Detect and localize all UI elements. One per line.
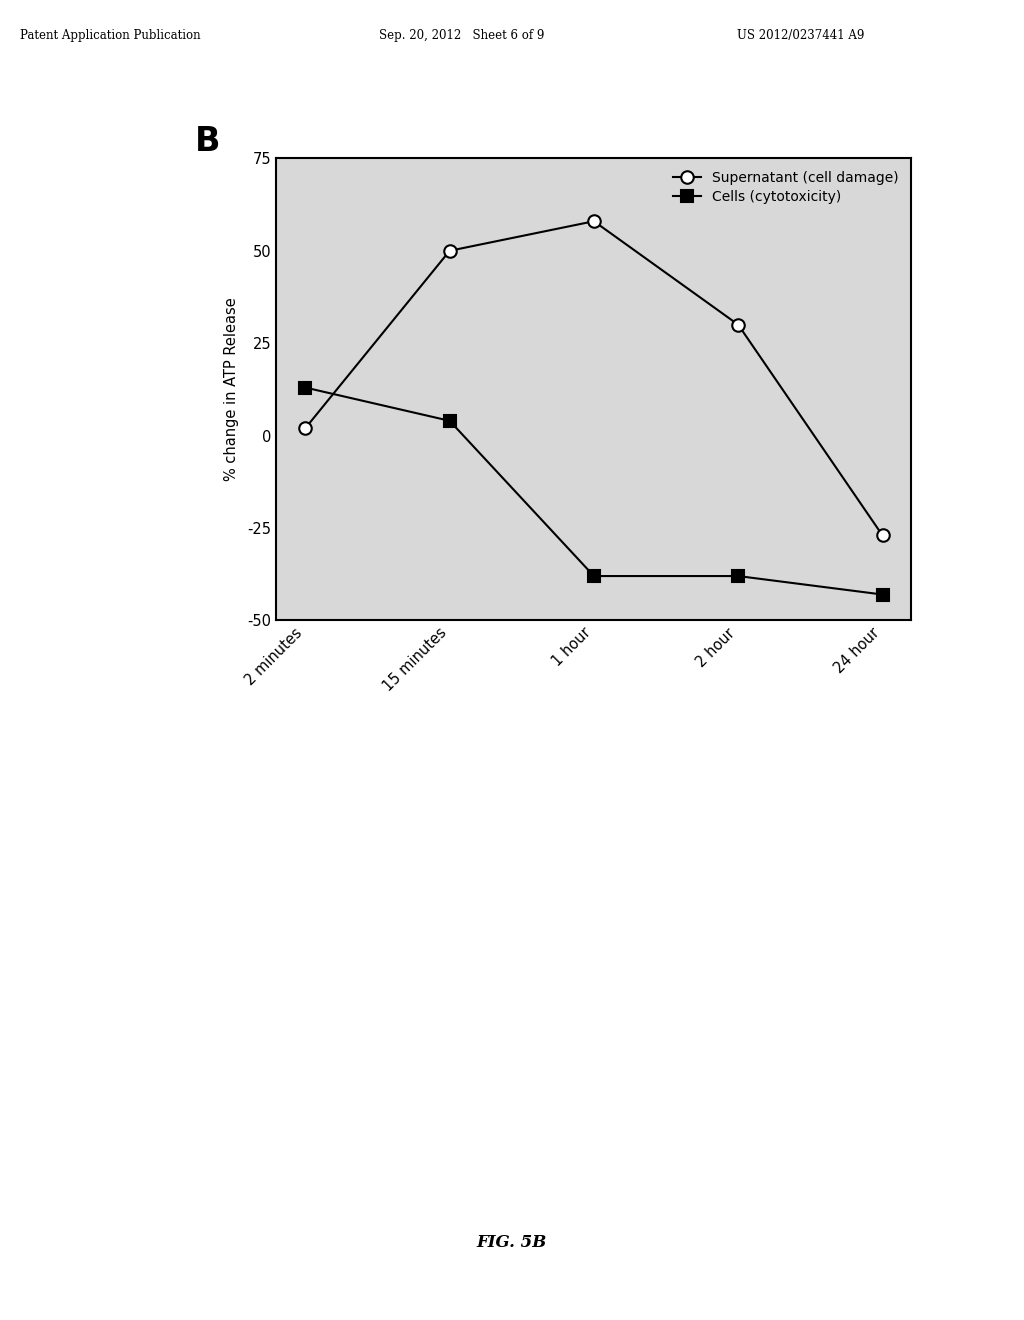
Cells (cytotoxicity) [877, 586, 889, 602]
Cells (cytotoxicity) [299, 380, 311, 396]
Cells (cytotoxicity) [732, 568, 744, 583]
Line: Cells (cytotoxicity): Cells (cytotoxicity) [300, 381, 888, 601]
Supernatant (cell damage) [732, 317, 744, 333]
Text: Sep. 20, 2012   Sheet 6 of 9: Sep. 20, 2012 Sheet 6 of 9 [379, 29, 544, 42]
Text: FIG. 5B: FIG. 5B [477, 1234, 547, 1251]
Cells (cytotoxicity) [443, 413, 456, 429]
Supernatant (cell damage) [299, 420, 311, 436]
Y-axis label: % change in ATP Release: % change in ATP Release [224, 297, 240, 482]
Cells (cytotoxicity) [588, 568, 600, 583]
Supernatant (cell damage) [588, 214, 600, 230]
Text: US 2012/0237441 A9: US 2012/0237441 A9 [737, 29, 864, 42]
Legend: Supernatant (cell damage), Cells (cytotoxicity): Supernatant (cell damage), Cells (cytoto… [668, 165, 904, 210]
Supernatant (cell damage) [443, 243, 456, 259]
Line: Supernatant (cell damage): Supernatant (cell damage) [299, 215, 889, 541]
Supernatant (cell damage) [877, 528, 889, 544]
Text: Patent Application Publication: Patent Application Publication [20, 29, 201, 42]
Text: B: B [195, 125, 220, 158]
